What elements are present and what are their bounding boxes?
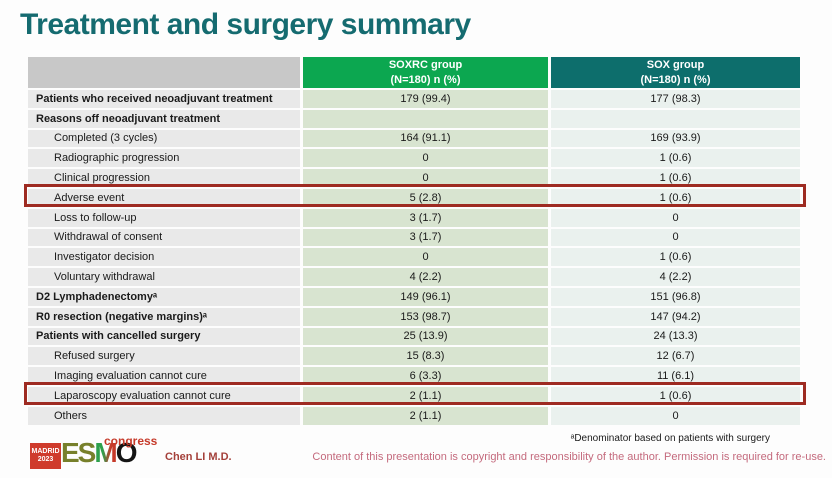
table-row: R0 resection (negative margins)ᵃ 153 (98… xyxy=(28,307,800,326)
soxrc-value: 3 (1.7) xyxy=(303,228,548,247)
table-row: Withdrawal of consent 3 (1.7) 0 xyxy=(28,228,800,247)
table-row: Reasons off neoadjuvant treatment xyxy=(28,109,800,128)
soxrc-value: 3 (1.7) xyxy=(303,208,548,227)
table-header-row: SOXRC group (N=180) n (%) SOX group (N=1… xyxy=(28,57,800,88)
soxrc-value: 25 (13.9) xyxy=(303,327,548,346)
table-row: Patients with cancelled surgery 25 (13.9… xyxy=(28,327,800,346)
soxrc-value: 4 (2.2) xyxy=(303,268,548,286)
table-footnote: ᵃDenominator based on patients with surg… xyxy=(570,433,770,444)
header-cell-sox-group: SOX group (N=180) n (%) xyxy=(551,57,800,88)
soxrc-value: 2 (1.1) xyxy=(303,406,548,425)
soxrc-value: 15 (8.3) xyxy=(303,347,548,366)
row-label: Adverse event xyxy=(28,188,300,207)
row-label: Others xyxy=(28,406,300,425)
sox-value: 169 (93.9) xyxy=(551,129,800,148)
table-row: Clinical progression 0 1 (0.6) xyxy=(28,169,800,187)
row-label: Patients with cancelled surgery xyxy=(28,327,300,346)
row-label: Laparoscopy evaluation cannot cure xyxy=(28,386,300,405)
table-row: Refused surgery 15 (8.3) 12 (6.7) xyxy=(28,347,800,366)
esmo-letter-o: O xyxy=(115,437,138,468)
congress-label: congress xyxy=(104,434,158,448)
sox-value: 1 (0.6) xyxy=(551,149,800,168)
header-sox-line1: SOX group xyxy=(646,59,705,72)
row-label: D2 Lymphadenectomyᵃ xyxy=(28,287,300,306)
row-label: Radiographic progression xyxy=(28,149,300,168)
esmo-congress-logo: MADRID 2023 ESMO congress xyxy=(28,434,163,474)
row-label: Reasons off neoadjuvant treatment xyxy=(28,109,300,128)
sox-value: 0 xyxy=(551,208,800,227)
table-row: Imaging evaluation cannot cure 6 (3.3) 1… xyxy=(28,367,800,385)
row-label: R0 resection (negative margins)ᵃ xyxy=(28,307,300,326)
header-soxrc-line2: (N=180) n (%) xyxy=(390,73,461,86)
sox-value: 0 xyxy=(551,406,800,425)
sox-value: 1 (0.6) xyxy=(551,248,800,267)
row-label: Investigator decision xyxy=(28,248,300,267)
logo-city: MADRID xyxy=(31,447,60,455)
sox-value: 4 (2.2) xyxy=(551,268,800,286)
sox-value: 1 (0.6) xyxy=(551,386,800,405)
madrid-2023-badge: MADRID 2023 xyxy=(30,443,61,469)
header-cell-soxrc-group: SOXRC group (N=180) n (%) xyxy=(303,57,548,88)
sox-value: 24 (13.3) xyxy=(551,327,800,346)
page-title: Treatment and surgery summary xyxy=(20,8,471,41)
copyright-notice: Content of this presentation is copyrigh… xyxy=(312,451,826,463)
sox-value: 1 (0.6) xyxy=(551,169,800,187)
row-label: Voluntary withdrawal xyxy=(28,268,300,286)
table-row: Laparoscopy evaluation cannot cure 2 (1.… xyxy=(28,386,800,405)
row-label: Patients who received neoadjuvant treatm… xyxy=(28,90,300,108)
header-soxrc-line1: SOXRC group xyxy=(388,59,463,72)
table-row: Radiographic progression 0 1 (0.6) xyxy=(28,149,800,168)
table-row: D2 Lymphadenectomyᵃ 149 (96.1) 151 (96.8… xyxy=(28,287,800,306)
sox-value: 12 (6.7) xyxy=(551,347,800,366)
sox-value: 0 xyxy=(551,228,800,247)
table-row: Others 2 (1.1) 0 xyxy=(28,406,800,425)
row-label: Refused surgery xyxy=(28,347,300,366)
soxrc-value: 0 xyxy=(303,169,548,187)
soxrc-value xyxy=(303,109,548,128)
presenter-name: Chen LI M.D. xyxy=(165,451,232,463)
sox-value: 11 (6.1) xyxy=(551,367,800,385)
soxrc-value: 6 (3.3) xyxy=(303,367,548,385)
esmo-wordmark: ESMO xyxy=(61,437,138,469)
table-row: Voluntary withdrawal 4 (2.2) 4 (2.2) xyxy=(28,268,800,286)
row-label: Clinical progression xyxy=(28,169,300,187)
table-row: Loss to follow-up 3 (1.7) 0 xyxy=(28,208,800,227)
table-row: Adverse event 5 (2.8) 1 (0.6) xyxy=(28,188,800,207)
summary-table: SOXRC group (N=180) n (%) SOX group (N=1… xyxy=(24,57,806,427)
sox-value: 147 (94.2) xyxy=(551,307,800,326)
sox-value xyxy=(551,109,800,128)
header-sox-line2: (N=180) n (%) xyxy=(640,73,711,86)
esmo-letter-m: M xyxy=(94,437,117,468)
table-row: Completed (3 cycles) 164 (91.1) 169 (93.… xyxy=(28,129,800,148)
soxrc-value: 164 (91.1) xyxy=(303,129,548,148)
soxrc-value: 0 xyxy=(303,149,548,168)
soxrc-value: 0 xyxy=(303,248,548,267)
header-cell-empty xyxy=(28,57,300,88)
soxrc-value: 2 (1.1) xyxy=(303,386,548,405)
soxrc-value: 153 (98.7) xyxy=(303,307,548,326)
row-label: Imaging evaluation cannot cure xyxy=(28,367,300,385)
row-label: Loss to follow-up xyxy=(28,208,300,227)
row-label: Withdrawal of consent xyxy=(28,228,300,247)
logo-year: 2023 xyxy=(37,456,54,463)
sox-value: 151 (96.8) xyxy=(551,287,800,306)
soxrc-value: 5 (2.8) xyxy=(303,188,548,207)
sox-value: 177 (98.3) xyxy=(551,90,800,108)
esmo-letters-es: ES xyxy=(61,437,96,468)
sox-value: 1 (0.6) xyxy=(551,188,800,207)
soxrc-value: 149 (96.1) xyxy=(303,287,548,306)
row-label: Completed (3 cycles) xyxy=(28,129,300,148)
table-row: Investigator decision 0 1 (0.6) xyxy=(28,248,800,267)
table-row: Patients who received neoadjuvant treatm… xyxy=(28,90,800,108)
soxrc-value: 179 (99.4) xyxy=(303,90,548,108)
